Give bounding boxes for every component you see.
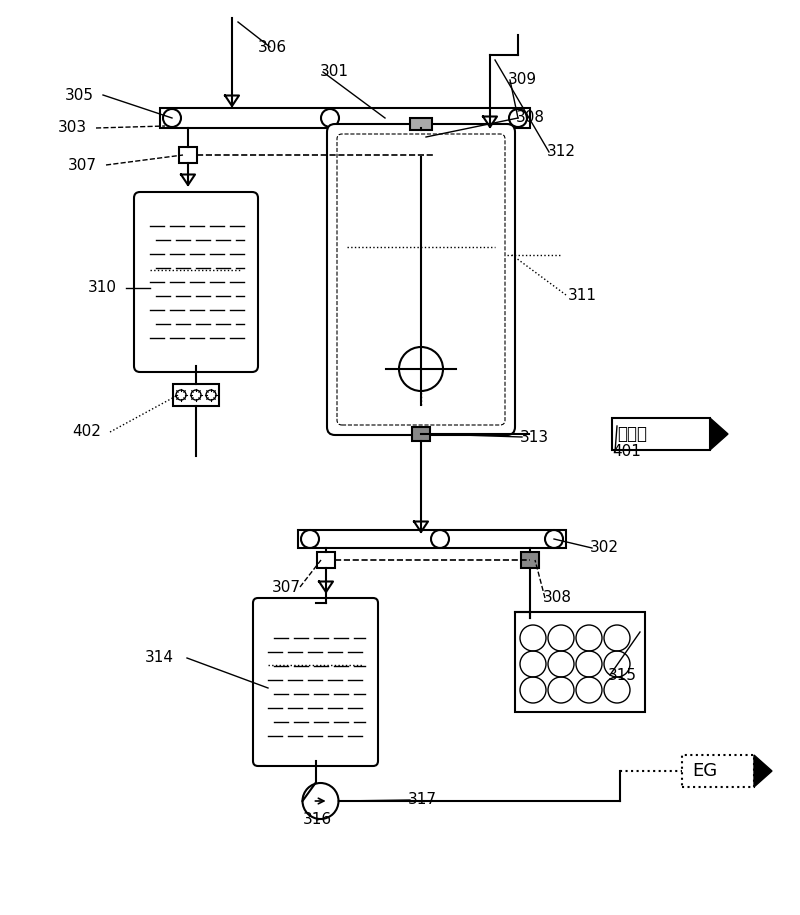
Bar [410,118,432,130]
Text: 306: 306 [258,39,287,55]
Text: 303: 303 [58,121,87,135]
Polygon shape [754,755,772,787]
Text: 312: 312 [547,145,576,159]
Text: 317: 317 [408,792,437,808]
Bar [317,552,335,568]
Bar [298,530,566,548]
Bar [521,552,539,568]
Bar [682,755,754,787]
Bar [179,147,197,163]
Text: 301: 301 [320,64,349,80]
Bar [160,108,530,128]
Polygon shape [710,418,728,450]
Bar [173,384,219,406]
Bar [412,427,430,441]
Text: 314: 314 [145,651,174,665]
Text: 313: 313 [520,429,549,445]
Text: EG: EG [692,762,717,780]
Text: 齐聚物: 齐聚物 [617,425,647,443]
Text: 308: 308 [516,111,545,125]
Text: 307: 307 [272,579,301,595]
Text: 308: 308 [543,590,572,606]
FancyBboxPatch shape [253,598,378,766]
Text: 316: 316 [303,813,332,827]
Bar [515,612,645,712]
Text: 401: 401 [612,445,641,459]
Bar [612,418,710,450]
Text: 307: 307 [68,157,97,173]
Text: 305: 305 [65,88,94,102]
Text: 309: 309 [508,72,537,88]
Text: 402: 402 [72,425,101,439]
FancyBboxPatch shape [327,124,515,435]
Text: 311: 311 [568,287,597,303]
Text: 302: 302 [590,541,619,555]
Text: 310: 310 [88,281,117,296]
FancyBboxPatch shape [134,192,258,372]
Text: 315: 315 [608,668,637,683]
